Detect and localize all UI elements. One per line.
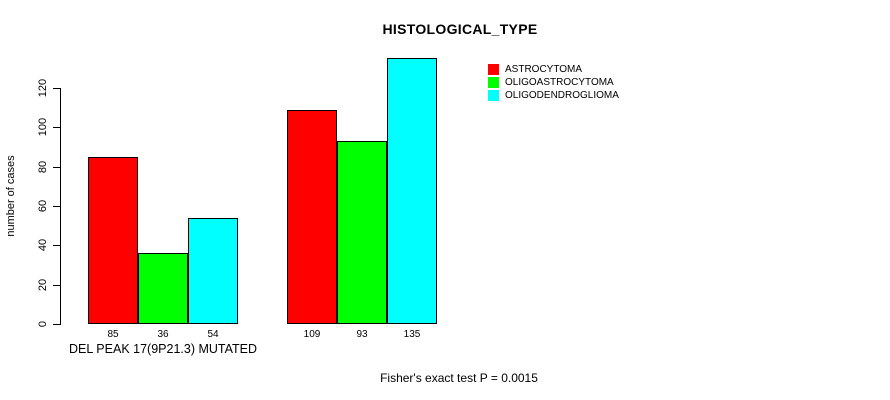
legend-item: OLIGOASTROCYTOMA: [488, 77, 619, 88]
y-tick-label: 120: [37, 78, 49, 98]
legend: ASTROCYTOMA OLIGOASTROCYTOMA OLIGODENDROGL…: [488, 64, 619, 103]
y-tick: [53, 285, 60, 286]
legend-label: OLIGOASTROCYTOMA: [505, 77, 614, 88]
y-tick: [53, 206, 60, 207]
y-tick-label: 80: [37, 160, 49, 174]
legend-swatch-icon: [488, 64, 499, 75]
bar: [287, 110, 337, 324]
y-tick-label: 0: [37, 320, 49, 328]
y-tick-label: 40: [37, 238, 49, 252]
bar: [138, 253, 188, 324]
bar: [387, 58, 437, 324]
bar-value-label: 93: [356, 329, 368, 340]
bar-value-label: 36: [157, 329, 169, 340]
bar: [188, 218, 238, 324]
legend-item: ASTROCYTOMA: [488, 64, 619, 75]
bar-value-label: 109: [303, 329, 321, 340]
y-tick-label: 100: [37, 117, 49, 137]
y-tick-label: 60: [37, 199, 49, 213]
y-tick: [53, 245, 60, 246]
bar-value-label: 85: [107, 329, 119, 340]
legend-swatch-icon: [488, 90, 499, 101]
y-tick: [53, 88, 60, 89]
bar-value-label: 54: [207, 329, 219, 340]
y-tick: [53, 127, 60, 128]
y-tick: [53, 324, 60, 325]
x-axis-group-label: DEL PEAK 17(9P21.3) MUTATED: [68, 342, 258, 356]
footnote-pvalue: Fisher's exact test P = 0.0015: [380, 371, 538, 385]
y-axis-line: [60, 88, 61, 325]
y-axis-title: number of cases: [5, 155, 17, 237]
bar-value-label: 135: [403, 329, 421, 340]
bar: [337, 141, 387, 324]
legend-label: OLIGODENDROGLIOMA: [505, 90, 619, 101]
legend-item: OLIGODENDROGLIOMA: [488, 90, 619, 101]
chart-title: HISTOLOGICAL_TYPE: [382, 21, 538, 37]
bar: [88, 157, 138, 324]
y-tick-label: 20: [37, 278, 49, 292]
y-tick: [53, 167, 60, 168]
legend-label: ASTROCYTOMA: [505, 64, 583, 75]
legend-swatch-icon: [488, 77, 499, 88]
